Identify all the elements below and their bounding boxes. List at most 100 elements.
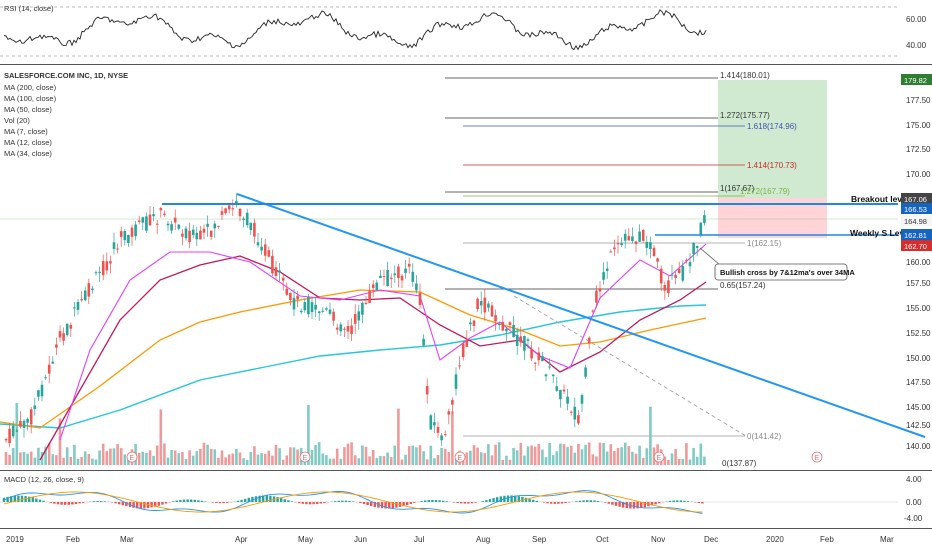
- macd-bar: [615, 502, 617, 506]
- macd-bar: [226, 502, 228, 503]
- candle-body: [671, 275, 674, 276]
- macd-bar: [579, 501, 581, 502]
- volume-bar: [271, 456, 274, 465]
- volume-bar: [592, 454, 595, 465]
- volume-bar: [188, 450, 191, 465]
- macd-bar: [410, 502, 412, 504]
- legend-ma50[interactable]: MA (50, close): [4, 105, 52, 114]
- candle-body: [314, 305, 317, 310]
- macd-tick-0: 0.00: [906, 498, 922, 507]
- volume-bar: [264, 454, 267, 465]
- macd-bar: [237, 501, 239, 502]
- price-tick: 152.50: [906, 329, 931, 338]
- volume-bar: [674, 449, 677, 465]
- candle-body: [48, 365, 51, 374]
- candle-body: [329, 310, 332, 314]
- legend-ma100[interactable]: MA (100, close): [4, 94, 57, 103]
- volume-bar: [466, 452, 469, 465]
- volume-bar: [206, 445, 209, 465]
- candle-body: [66, 324, 69, 335]
- candle-body: [228, 205, 231, 209]
- candle-body: [642, 230, 645, 241]
- volume-bar: [394, 446, 397, 465]
- volume-bar: [170, 450, 173, 465]
- legend-ma34[interactable]: MA (34, close): [4, 149, 52, 158]
- candle-body: [44, 377, 47, 378]
- candle-body: [332, 312, 335, 321]
- breakout-label: Breakout level: [851, 194, 909, 204]
- time-tick: Oct: [596, 535, 609, 544]
- macd-bar: [78, 502, 80, 503]
- candle-body: [394, 274, 397, 276]
- candle-body: [178, 225, 181, 229]
- candle-body: [73, 307, 76, 308]
- legend-vol[interactable]: Vol (20): [4, 116, 30, 125]
- volume-bar: [102, 444, 105, 465]
- volume-bar: [138, 453, 141, 465]
- volume-bar: [275, 445, 278, 465]
- volume-bar: [95, 459, 98, 465]
- legend-ma7[interactable]: MA (7, close): [4, 127, 48, 136]
- volume-bar: [286, 455, 289, 465]
- macd-bar: [669, 501, 671, 502]
- volume-bar: [541, 450, 544, 465]
- candle-body: [660, 269, 663, 284]
- volume-bar: [361, 445, 364, 465]
- macd-bar: [442, 501, 444, 502]
- macd-bar: [111, 502, 113, 503]
- candle-body: [494, 315, 497, 321]
- volume-bar: [401, 460, 404, 465]
- price-tick: 170.00: [906, 170, 931, 179]
- macd-bar: [93, 501, 95, 502]
- macd-bar: [68, 502, 70, 505]
- volume-bar: [556, 451, 559, 465]
- macd-bar: [183, 500, 185, 502]
- volume-bar: [354, 455, 357, 465]
- volume-bar: [228, 454, 231, 465]
- macd-bar: [626, 502, 628, 508]
- volume-bar: [390, 457, 393, 465]
- volume-bar: [232, 454, 235, 465]
- candle-body: [574, 407, 577, 420]
- legend-ma200[interactable]: MA (200, close): [4, 83, 57, 92]
- macd-bar: [525, 498, 527, 502]
- macd-bar: [53, 502, 55, 504]
- volume-bar: [52, 454, 55, 465]
- macd-bar: [71, 502, 73, 504]
- candle-body: [548, 367, 551, 368]
- macd-bar: [204, 501, 206, 502]
- macd-bar: [212, 502, 214, 503]
- volume-bar: [311, 450, 314, 465]
- volume-bar: [602, 443, 605, 465]
- candle-body: [106, 261, 109, 270]
- macd-bar: [334, 501, 336, 502]
- candle-body: [599, 288, 602, 291]
- volume-bar: [5, 452, 8, 465]
- candle-body: [343, 329, 346, 330]
- macd-bar: [201, 501, 203, 502]
- time-tick: Mar: [880, 535, 894, 544]
- candle-body: [480, 301, 483, 305]
- candle-body: [77, 302, 80, 310]
- candle-body: [221, 211, 224, 215]
- legend-ma12[interactable]: MA (12, close): [4, 138, 52, 147]
- macd-bar: [269, 496, 271, 502]
- fib-label-9: 0(141.42): [747, 432, 782, 441]
- candle-body: [451, 400, 454, 404]
- volume-bar: [350, 442, 353, 465]
- volume-bar: [570, 446, 573, 465]
- candle-body: [455, 374, 458, 388]
- candle-body: [613, 247, 616, 249]
- volume-bar: [516, 450, 519, 465]
- candle-body: [584, 367, 587, 376]
- macd-bar: [32, 498, 34, 502]
- candle-body: [253, 223, 256, 237]
- price-axis[interactable]: 177.50175.00172.50170.00167.50165.00162.…: [906, 96, 931, 451]
- candle-body: [167, 224, 170, 225]
- volume-bar: [563, 444, 566, 465]
- candle-body: [354, 314, 357, 324]
- fib-label-7: 1(162.15): [747, 239, 782, 248]
